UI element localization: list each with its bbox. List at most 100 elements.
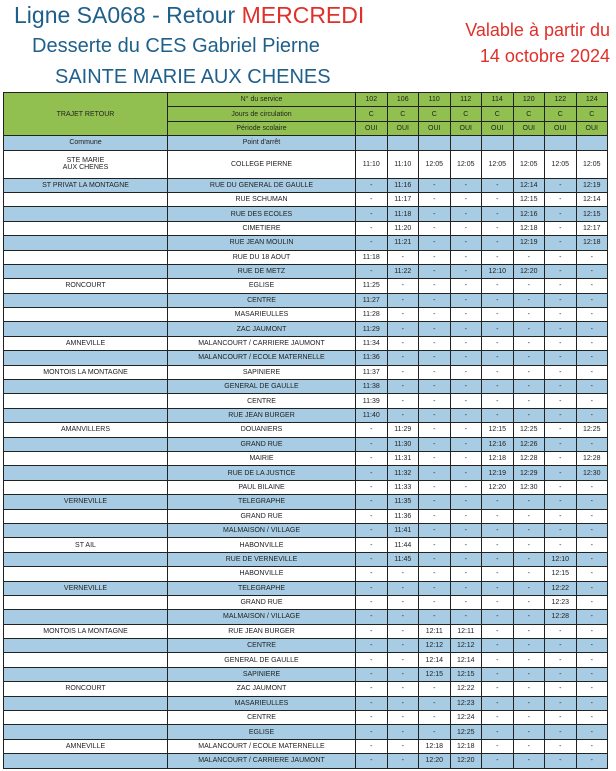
- commune-cell: [3, 206, 168, 222]
- time-cell: -: [481, 566, 514, 582]
- time-cell: -: [449, 235, 482, 251]
- time-cell: -: [355, 724, 388, 740]
- stop-cell: RUE JEAN MOULIN: [167, 235, 356, 251]
- time-cell: -: [481, 594, 514, 611]
- time-cell: -: [386, 335, 419, 352]
- time-cell: -: [512, 350, 545, 366]
- time-cell: 12:05: [449, 149, 482, 179]
- time-cell: -: [512, 379, 545, 395]
- table-row: MAIRIE -11:31- -12:18 12:28-12:28: [3, 450, 608, 467]
- time-cell: -: [418, 508, 451, 524]
- time-cell: -: [544, 350, 577, 366]
- service-label: N° du service: [167, 91, 356, 108]
- stop-cell: MAIRIE: [167, 450, 356, 467]
- time-cell: -: [575, 278, 608, 294]
- time-cell: -: [355, 681, 388, 697]
- time-cell: 12:28: [544, 609, 577, 625]
- time-cell: -: [449, 191, 482, 208]
- time-cell: -: [481, 321, 514, 337]
- time-cell: -: [544, 695, 577, 712]
- commune-cell: [3, 666, 168, 683]
- time-cell: -: [355, 594, 388, 611]
- time-cell: -: [575, 393, 608, 409]
- days-cell: C: [449, 106, 482, 122]
- time-cell: 11:44: [386, 537, 419, 553]
- time-cell: -: [575, 580, 608, 596]
- commune-cell: [3, 609, 168, 625]
- time-cell: -: [355, 652, 388, 668]
- table-row: AMANVILLERS DOUANIERS -11:29- -12:15 12:25-1…: [3, 422, 608, 438]
- table-row: CENTRE - - -12:24- - - -: [3, 710, 608, 726]
- commune-cell: [3, 551, 168, 568]
- stop-cell: GENERAL DE GAULLE: [167, 379, 356, 395]
- time-cell: -: [386, 321, 419, 337]
- time-cell: -: [386, 753, 419, 769]
- time-cell: -: [449, 594, 482, 611]
- time-cell: -: [418, 465, 451, 481]
- time-cell: -: [544, 436, 577, 452]
- stop-cell: DOUANIERS: [167, 422, 356, 438]
- time-cell: -: [418, 307, 451, 323]
- time-cell: -: [481, 508, 514, 524]
- commune-cell: [3, 479, 168, 496]
- time-cell: 11:41: [386, 522, 419, 539]
- commune-cell: [3, 393, 168, 409]
- time-cell: 12:30: [512, 479, 545, 496]
- commune-line: STE MARIE: [66, 157, 105, 165]
- time-cell: -: [418, 522, 451, 539]
- time-cell: -: [481, 364, 514, 381]
- time-cell: -: [418, 350, 451, 366]
- time-cell: 12:15: [575, 206, 608, 222]
- time-cell: 12:14: [418, 652, 451, 668]
- time-cell: 12:22: [544, 580, 577, 596]
- time-cell: 12:05: [544, 149, 577, 179]
- time-cell: 11:27: [355, 292, 388, 309]
- time-cell: 11:29: [386, 422, 419, 438]
- time-cell: -: [544, 753, 577, 769]
- time-cell: -: [481, 580, 514, 596]
- time-cell: -: [544, 235, 577, 251]
- time-cell: -: [512, 393, 545, 409]
- time-cell: -: [512, 335, 545, 352]
- commune-cell: [3, 235, 168, 251]
- subtitle-town: SAINTE MARIE AUX CHENES: [55, 66, 331, 88]
- time-cell: -: [575, 335, 608, 352]
- time-cell: -: [544, 508, 577, 524]
- time-cell: -: [449, 177, 482, 193]
- empty-cell: [575, 135, 608, 151]
- time-cell: -: [481, 724, 514, 740]
- commune-cell: MONTOIS LA MONTAGNE: [3, 364, 168, 381]
- time-cell: -: [418, 710, 451, 726]
- time-cell: -: [544, 206, 577, 222]
- table-row: RONCOURT EGLISE 11:25- - - - - - -: [3, 278, 608, 294]
- time-cell: -: [481, 335, 514, 352]
- time-cell: -: [481, 307, 514, 323]
- commune-cell: [3, 724, 168, 740]
- time-cell: -: [512, 292, 545, 309]
- time-cell: -: [481, 249, 514, 265]
- time-cell: -: [449, 307, 482, 323]
- time-cell: -: [544, 379, 577, 395]
- time-cell: -: [481, 537, 514, 553]
- time-cell: -: [481, 681, 514, 697]
- stop-cell: RUE DU GENERAL DE GAULLE: [167, 177, 356, 193]
- time-cell: -: [544, 638, 577, 654]
- period-cell: OUI: [386, 120, 419, 137]
- stop-cell: GRAND RUE: [167, 594, 356, 611]
- table-row: MALMAISON / VILLAGE - - - - - -12:28-: [3, 609, 608, 625]
- time-cell: -: [355, 508, 388, 524]
- time-cell: -: [386, 307, 419, 323]
- time-cell: -: [544, 710, 577, 726]
- time-cell: -: [449, 551, 482, 568]
- commune-cell: [3, 450, 168, 467]
- time-cell: -: [418, 263, 451, 280]
- time-cell: 12:15: [481, 422, 514, 438]
- empty-cell: [512, 135, 545, 151]
- time-cell: -: [481, 494, 514, 510]
- time-cell: -: [355, 695, 388, 712]
- time-cell: 12:22: [449, 681, 482, 697]
- days-cell: C: [544, 106, 577, 122]
- time-cell: -: [355, 623, 388, 640]
- time-cell: 12:19: [481, 465, 514, 481]
- time-cell: -: [418, 580, 451, 596]
